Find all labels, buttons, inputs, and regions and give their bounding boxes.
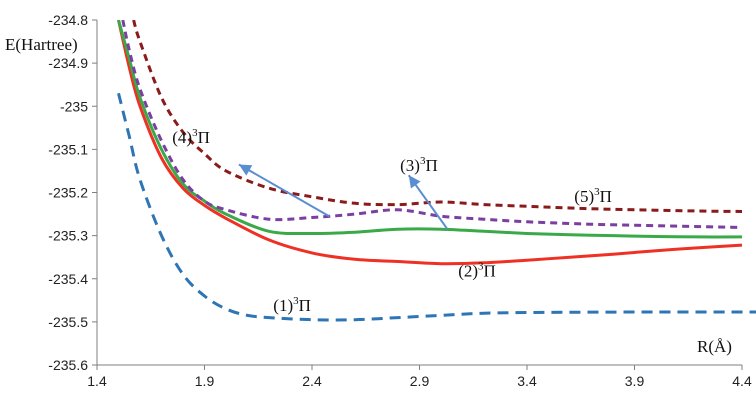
state-label-index: (4) — [172, 128, 192, 147]
series-line-2 — [119, 20, 743, 264]
state-label-index: (3) — [400, 156, 420, 175]
x-tick-label: 1.4 — [87, 373, 107, 389]
state-label: (2)3Π — [458, 261, 496, 281]
series-line-4 — [123, 20, 742, 227]
y-tick-label: -235.6 — [48, 357, 88, 373]
x-tick-label: 2.4 — [302, 373, 322, 389]
state-label-symbol: Π — [198, 128, 210, 147]
state-label-index: (5) — [574, 187, 594, 206]
state-label-symbol: Π — [299, 296, 311, 315]
y-axis-title: E(Hartree) — [5, 35, 78, 54]
tick-labels: -234.8 -234.9 -235 -235.1 -235.2 -235.3 -235.4… — [48, 12, 752, 389]
x-axis-title: R(Å) — [697, 337, 732, 356]
y-tick-label: -235.3 — [48, 228, 88, 244]
y-tick-label: -234.8 — [48, 12, 88, 28]
y-tick-label: -235.4 — [48, 271, 88, 287]
state-label: (1)3Π — [273, 295, 311, 315]
x-tick-label: 3.9 — [625, 373, 645, 389]
arrow-head — [409, 175, 421, 188]
state-label: (3)3Π — [400, 155, 438, 175]
state-label-symbol: Π — [425, 156, 437, 175]
state-label: (5)3Π — [574, 186, 612, 206]
x-tick-label: 3.4 — [517, 373, 537, 389]
y-tick-label: -235 — [60, 98, 88, 114]
y-tick-label: -235.5 — [48, 314, 88, 330]
series-line-5 — [134, 20, 742, 212]
state-label: (4)3Π — [172, 127, 210, 147]
y-tick-label: -235.1 — [48, 141, 88, 157]
state-label-index: (2) — [458, 262, 478, 281]
x-tick-label: 4.4 — [732, 373, 752, 389]
x-tick-label: 2.9 — [410, 373, 430, 389]
y-tick-label: -235.2 — [48, 185, 88, 201]
state-label-symbol: Π — [600, 187, 612, 206]
y-tick-label: -234.9 — [48, 55, 88, 71]
state-label-index: (1) — [273, 296, 293, 315]
x-tick-label: 1.9 — [195, 373, 215, 389]
state-label-symbol: Π — [484, 262, 496, 281]
annotation-arrow — [239, 164, 329, 216]
